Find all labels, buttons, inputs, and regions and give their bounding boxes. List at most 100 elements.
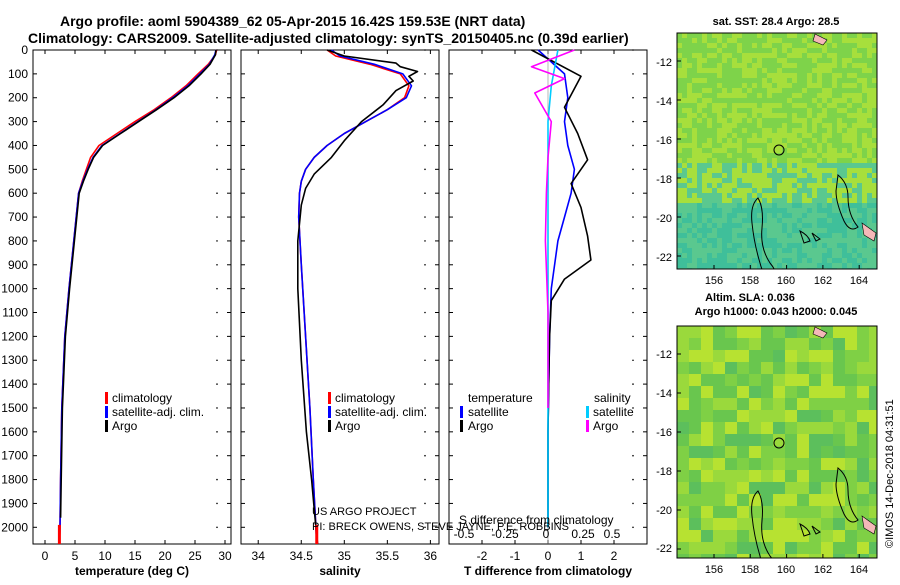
grid-dot (216, 120, 218, 123)
map-cell (785, 410, 797, 422)
map-cell (872, 88, 877, 93)
map-cell (717, 133, 722, 138)
map-cell (717, 98, 722, 103)
map-cell (713, 350, 725, 362)
map-cell (852, 133, 857, 138)
map-cell (832, 58, 837, 63)
map-cell (812, 228, 817, 233)
legend-swatch-t-satellite (460, 406, 463, 418)
legend-label-s-argo: Argo (593, 419, 619, 433)
map-cell (792, 88, 797, 93)
map-cell (757, 138, 762, 143)
map-cell (817, 43, 822, 48)
map-cell (857, 410, 869, 422)
map-cell (782, 183, 787, 188)
map-cell (677, 410, 689, 422)
map-cell (752, 148, 757, 153)
map-cell (832, 143, 837, 148)
map-cell (772, 68, 777, 73)
series-line-s-argo (530, 49, 575, 408)
series-line-argo (59, 49, 217, 518)
map-cell (762, 53, 767, 58)
map-cell (787, 68, 792, 73)
map-cell (737, 68, 742, 73)
legend-swatch-satellite (105, 406, 108, 418)
map-cell (722, 98, 727, 103)
map-cell (822, 103, 827, 108)
map-cell (692, 193, 697, 198)
grid-dot (424, 383, 426, 385)
map-cell (689, 410, 701, 422)
map-cell (787, 98, 792, 103)
map-cell (832, 178, 837, 183)
map-cell (777, 263, 782, 268)
map-cell (857, 530, 869, 542)
s-diff-tick: -0.5 (454, 527, 475, 541)
map-cell (689, 326, 701, 338)
map-cell (732, 48, 737, 53)
map-cell (717, 233, 722, 238)
map-cell (682, 158, 687, 163)
map-cell (782, 53, 787, 58)
map-cell (847, 128, 852, 133)
map-cell (847, 98, 852, 103)
map-cell (852, 98, 857, 103)
map-cell (802, 73, 807, 78)
map-cell (742, 203, 747, 208)
map-cell (845, 362, 857, 374)
map-cell (862, 78, 867, 83)
grid-dot (424, 359, 426, 362)
map-cell (787, 103, 792, 108)
grid-dot (216, 287, 218, 290)
map-cell (722, 198, 727, 203)
map-cell (712, 223, 717, 228)
map-cell (787, 223, 792, 228)
map-cell (677, 63, 682, 68)
map-cell (777, 178, 782, 183)
map-cell (802, 238, 807, 243)
map-cell (869, 554, 877, 558)
map-cell (722, 208, 727, 213)
map-cell (722, 68, 727, 73)
map-cell (687, 238, 692, 243)
map-cell (757, 93, 762, 98)
map-cell (832, 153, 837, 158)
map-cell (712, 208, 717, 213)
map-cell (827, 183, 832, 188)
map-cell (677, 482, 689, 494)
map-cell (742, 138, 747, 143)
map-cell (742, 83, 747, 88)
map-cell (802, 98, 807, 103)
map-cell (787, 228, 792, 233)
map-cell (762, 138, 767, 143)
map-cell (862, 193, 867, 198)
map-cell (701, 326, 713, 338)
map-cell (732, 73, 737, 78)
map-cell (797, 163, 802, 168)
map-cell (857, 243, 862, 248)
map-cell (752, 208, 757, 213)
legend-swatch-s-argo (586, 420, 589, 432)
map-cell (722, 248, 727, 253)
map-cell (682, 123, 687, 128)
map-cell (725, 434, 737, 446)
map-cell (847, 118, 852, 123)
map-cell (697, 228, 702, 233)
map-cell (762, 38, 767, 43)
map-cell (837, 218, 842, 223)
map-cell (707, 98, 712, 103)
map-cell (872, 113, 877, 118)
map-cell (782, 218, 787, 223)
map-cell (809, 470, 821, 482)
map-cell (807, 243, 812, 248)
map-cell (677, 233, 682, 238)
map-cell (797, 138, 802, 143)
map-cells (677, 326, 877, 558)
map-cell (682, 73, 687, 78)
map-cell (833, 542, 845, 554)
map-cell (737, 178, 742, 183)
map-cell (837, 53, 842, 58)
map-cell (777, 183, 782, 188)
map-cell (677, 113, 682, 118)
